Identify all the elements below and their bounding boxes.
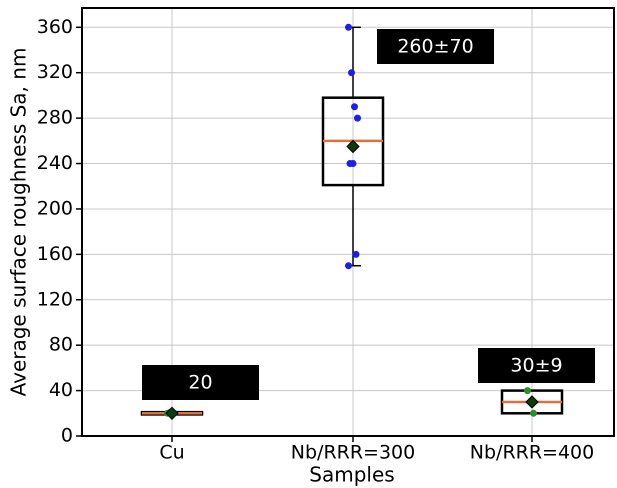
data-point: [524, 387, 531, 395]
annotation: 260±70: [397, 36, 473, 58]
data-point: [349, 160, 357, 168]
y-tick-label: 280: [37, 107, 73, 129]
annotation-box: [478, 348, 595, 383]
x-tick-label: Nb/RRR=300: [291, 442, 415, 464]
mean-marker: [346, 139, 360, 154]
y-axis-label: Average surface roughness Sa, nm: [7, 48, 31, 397]
y-tick-label: 80: [49, 334, 73, 356]
x-tick-label: Nb/RRR=400: [470, 442, 594, 464]
y-tick-label: 200: [37, 197, 73, 219]
data-point: [351, 103, 358, 111]
data-point: [345, 262, 352, 270]
annotation: 30±9: [510, 355, 562, 377]
plot-frame: [81, 7, 615, 437]
x-axis-label: Samples: [309, 463, 394, 487]
mean-marker: [525, 395, 539, 409]
data-point: [352, 250, 360, 258]
y-tick-label: 320: [37, 61, 73, 83]
y-tick-label: 120: [37, 288, 73, 310]
data-point: [354, 114, 361, 122]
y-tick-label: 0: [61, 425, 73, 447]
y-tick-label: 160: [37, 243, 73, 265]
y-tick-label: 360: [37, 16, 73, 38]
data-point: [530, 409, 537, 417]
annotation-box: [377, 29, 494, 64]
y-tick-label: 240: [37, 152, 73, 174]
mean-marker: [165, 406, 179, 421]
data-point: [345, 23, 352, 31]
y-tick-label: 40: [49, 379, 73, 401]
x-tick-label: Cu: [159, 442, 184, 464]
annotation-box: [142, 365, 259, 400]
data-point: [348, 69, 355, 77]
annotation: 20: [188, 372, 212, 394]
